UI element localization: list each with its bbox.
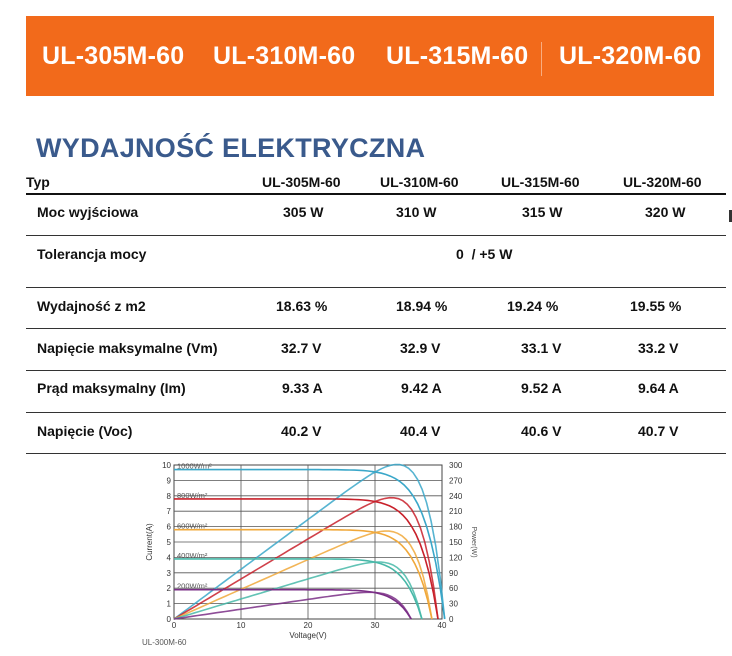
table-row-wydajnosc: Wydajność z m2 18.63 % 18.94 % 19.24 % 1… bbox=[26, 288, 726, 329]
table-header: Typ UL-305M-60 UL-310M-60 UL-315M-60 UL-… bbox=[26, 172, 726, 192]
y-tick-label: 0 bbox=[167, 615, 172, 624]
y2-tick-label: 300 bbox=[449, 461, 463, 470]
pv-curve bbox=[173, 496, 439, 620]
y-tick-label: 4 bbox=[167, 553, 172, 562]
x-tick-label: 40 bbox=[438, 621, 447, 630]
row-value: 19.24 % bbox=[507, 298, 559, 314]
x-tick-label: 0 bbox=[172, 621, 177, 630]
row-label: Wydajność z m2 bbox=[37, 298, 146, 314]
iv-curve bbox=[174, 558, 423, 620]
y2-tick-label: 270 bbox=[449, 476, 463, 485]
table-row-napiecie-max: Napięcie maksymalne (Vm) 32.7 V 32.9 V 3… bbox=[26, 329, 726, 371]
row-label: Prąd maksymalny (Im) bbox=[37, 380, 186, 396]
section-title: WYDAJNOŚĆ ELEKTRYCZNA bbox=[36, 133, 426, 163]
y-tick-label: 3 bbox=[167, 569, 172, 578]
row-value: 33.2 V bbox=[638, 340, 679, 356]
table-row-prad-max: Prąd maksymalny (Im) 9.33 A 9.42 A 9.52 … bbox=[26, 371, 726, 413]
row-value: 32.9 V bbox=[400, 340, 441, 356]
model-banner: UL-305M-60 UL-310M-60 UL-315M-60 UL-320M… bbox=[26, 16, 714, 96]
pv-curve bbox=[173, 530, 433, 620]
row-merged-value: 0 / +5 W bbox=[456, 246, 513, 262]
header-col-3: UL-315M-60 bbox=[501, 174, 580, 190]
row-value: 33.1 V bbox=[521, 340, 562, 356]
y-tick-label: 1 bbox=[167, 600, 172, 609]
iv-curve-chart: 0 1 2 3 4 5 6 7 8 9 10 0 30 60 90 120 150 180 210 240 270 300… bbox=[130, 456, 480, 652]
chart-caption: UL-300M-60 bbox=[142, 638, 187, 647]
row-value: 40.2 V bbox=[281, 423, 322, 439]
banner-separator bbox=[541, 42, 542, 76]
x-tick-label: 10 bbox=[237, 621, 246, 630]
pv-curve bbox=[173, 463, 446, 620]
banner-model-4: UL-320M-60 bbox=[559, 42, 702, 70]
irradiance-label: 200W/m² bbox=[177, 582, 208, 591]
header-col-2: UL-310M-60 bbox=[380, 174, 459, 190]
iv-curve bbox=[174, 528, 433, 620]
y2-tick-label: 180 bbox=[449, 523, 463, 532]
banner-model-2: UL-310M-60 bbox=[213, 42, 356, 70]
y2-axis-label: Power(W) bbox=[470, 526, 477, 557]
row-value: 9.33 A bbox=[282, 380, 323, 396]
row-value: 9.64 A bbox=[638, 380, 679, 396]
table-row-tolerancja: Tolerancja mocy 0 / +5 W bbox=[26, 236, 726, 288]
row-value: 19.55 % bbox=[630, 298, 682, 314]
header-divider bbox=[26, 193, 726, 195]
y-axis-label: Current(A) bbox=[145, 523, 154, 561]
row-label: Napięcie maksymalne (Vm) bbox=[37, 340, 218, 356]
iv-curve bbox=[174, 498, 439, 620]
iv-curve bbox=[174, 588, 412, 620]
y-tick-label: 2 bbox=[167, 584, 172, 593]
header-col-4: UL-320M-60 bbox=[623, 174, 702, 190]
row-label: Moc wyjściowa bbox=[37, 204, 139, 220]
row-value: 32.7 V bbox=[281, 340, 322, 356]
x-axis-label: Voltage(V) bbox=[289, 631, 327, 640]
banner-model-3: UL-315M-60 bbox=[386, 42, 529, 70]
table-row-moc-wyjsciowa: Moc wyjściowa 305 W 310 W 315 W 320 W bbox=[26, 195, 726, 236]
irradiance-label: 400W/m² bbox=[177, 551, 208, 560]
y2-tick-label: 150 bbox=[449, 538, 463, 547]
pv-curve bbox=[173, 561, 423, 620]
irradiance-label: 800W/m² bbox=[177, 491, 208, 500]
row-value: 40.4 V bbox=[400, 423, 441, 439]
y-tick-label: 7 bbox=[167, 507, 172, 516]
x-tick-label: 30 bbox=[371, 621, 380, 630]
irradiance-label: 1000W/m² bbox=[177, 462, 212, 471]
banner-model-1: UL-305M-60 bbox=[42, 42, 185, 70]
irradiance-label: 600W/m² bbox=[177, 522, 208, 531]
row-value: 18.63 % bbox=[276, 298, 328, 314]
x-tick-label: 20 bbox=[304, 621, 313, 630]
row-value: 305 W bbox=[283, 204, 324, 220]
iv-curve-svg: 0123456789100306090120150180210240270300… bbox=[142, 461, 477, 647]
y-tick-label: 9 bbox=[167, 476, 172, 485]
row-label: Tolerancja mocy bbox=[37, 246, 147, 262]
row-value: 18.94 % bbox=[396, 298, 448, 314]
y-tick-label: 10 bbox=[162, 461, 171, 470]
edge-mark bbox=[729, 210, 732, 222]
row-label: Napięcie (Voc) bbox=[37, 423, 133, 439]
row-value: 9.52 A bbox=[521, 380, 562, 396]
header-col-1: UL-305M-60 bbox=[262, 174, 341, 190]
y2-tick-label: 0 bbox=[449, 615, 454, 624]
y2-tick-label: 240 bbox=[449, 492, 463, 501]
row-value: 315 W bbox=[522, 204, 563, 220]
row-value: 40.7 V bbox=[638, 423, 679, 439]
y2-tick-label: 210 bbox=[449, 507, 463, 516]
row-value: 310 W bbox=[396, 204, 437, 220]
y-tick-label: 6 bbox=[167, 523, 172, 532]
y2-tick-label: 60 bbox=[449, 584, 458, 593]
y2-tick-label: 120 bbox=[449, 553, 463, 562]
iv-curve bbox=[174, 468, 446, 620]
row-value: 40.6 V bbox=[521, 423, 562, 439]
y2-tick-label: 90 bbox=[449, 569, 458, 578]
table-row-napiecie-voc: Napięcie (Voc) 40.2 V 40.4 V 40.6 V 40.7… bbox=[26, 413, 726, 454]
header-type: Typ bbox=[26, 174, 50, 190]
row-value: 320 W bbox=[645, 204, 686, 220]
y-tick-label: 8 bbox=[167, 492, 172, 501]
y2-tick-label: 30 bbox=[449, 600, 458, 609]
row-value: 9.42 A bbox=[401, 380, 442, 396]
y-tick-label: 5 bbox=[167, 538, 172, 547]
